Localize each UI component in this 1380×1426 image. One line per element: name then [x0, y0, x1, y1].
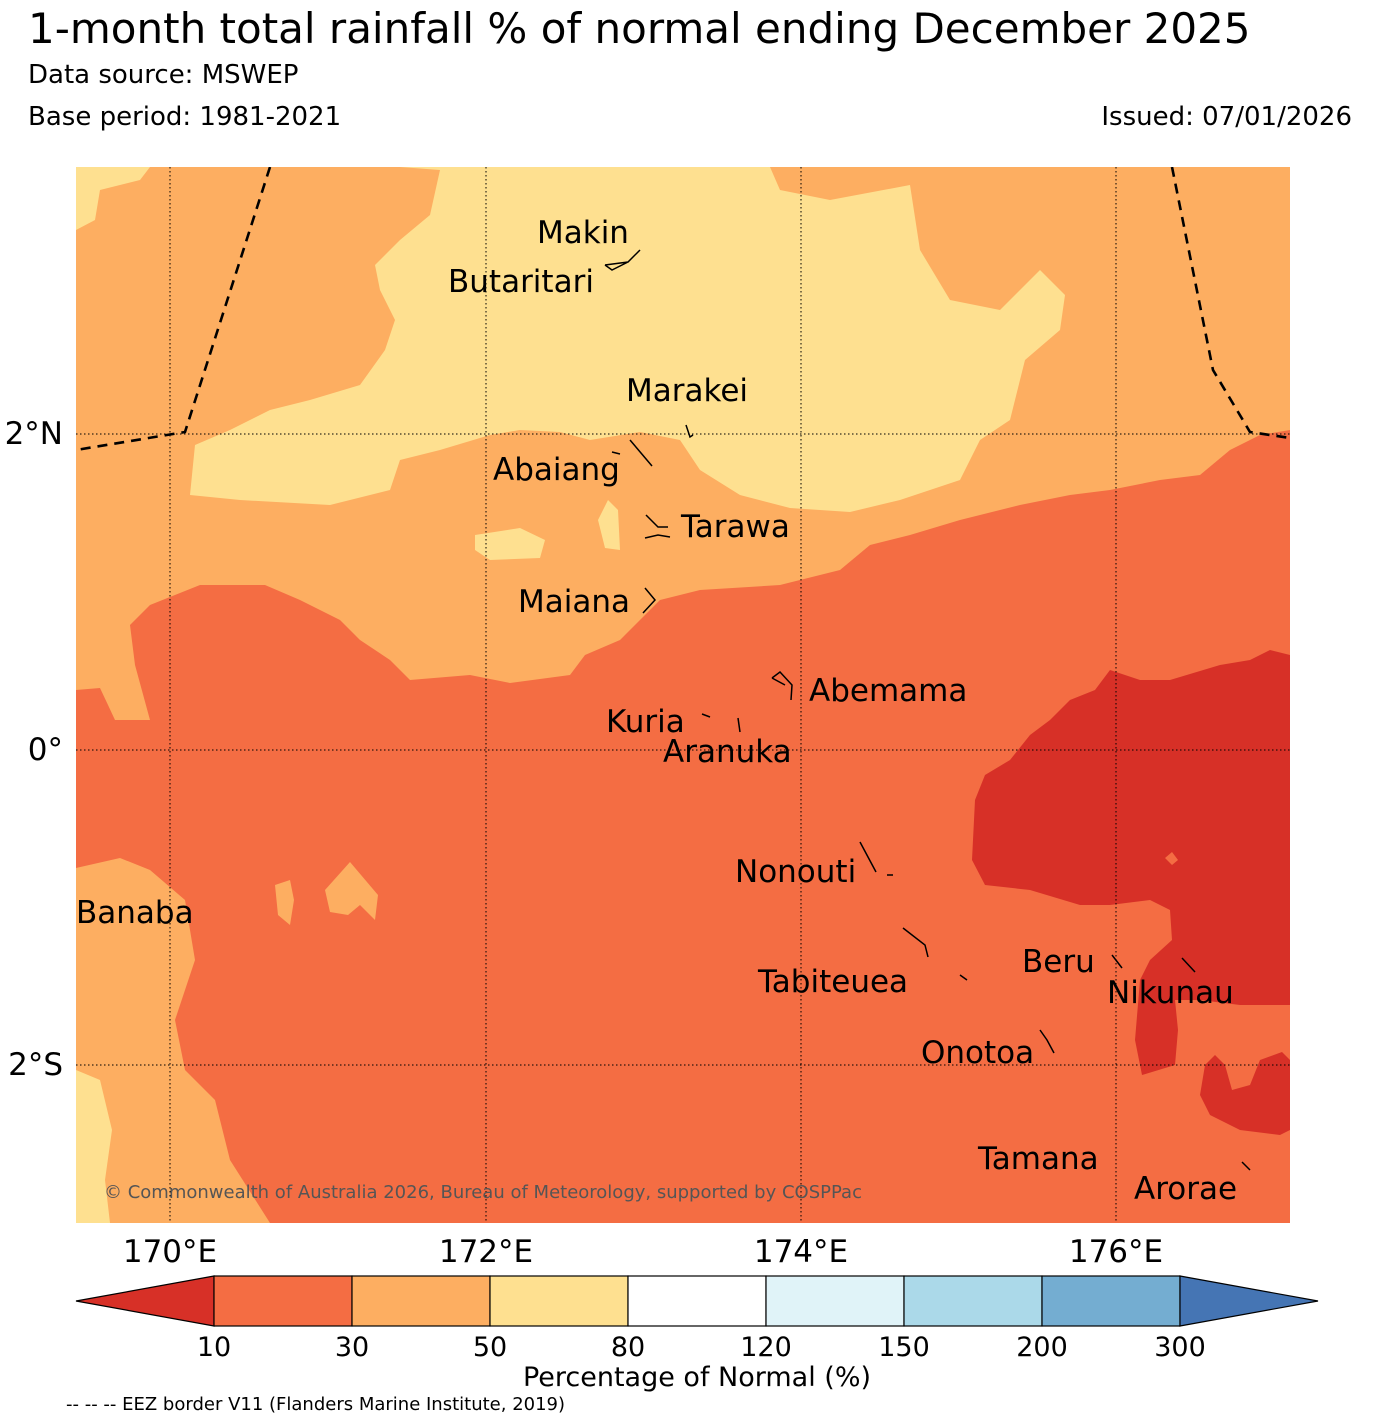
region-50-80-islet-2: [598, 500, 620, 550]
region-50-80-nw: [76, 167, 150, 230]
island-label-tamana: Tamana: [977, 1141, 1099, 1177]
colorbar-tick-10: 10: [197, 1332, 231, 1363]
rainfall-field: © Commonwealth of Australia 2026, Bureau…: [76, 167, 1290, 1223]
region-10-30: [76, 430, 1290, 1223]
region-10-30-pocket: [1165, 852, 1178, 865]
colorbar-bin-200-300: [1041, 1275, 1181, 1327]
eez-border: [76, 167, 1290, 452]
island-label-banaba: Banaba: [76, 895, 194, 931]
island-label-marakei: Marakei: [626, 373, 748, 409]
colorbar-tick-150: 150: [878, 1332, 930, 1363]
eez-border-note: -- -- -- EEZ border V11 (Flanders Marine…: [66, 1394, 566, 1415]
data-source: Data source: MSWEP: [28, 60, 299, 90]
island-label-abaiang: Abaiang: [493, 452, 620, 488]
island-outlines: [604, 249, 1251, 1171]
longitude-ticks: 170°E 172°E 174°E 176°E: [123, 1234, 1163, 1270]
colorbar-bin-80-120: [627, 1275, 767, 1327]
colorbar-bin-50-80: [489, 1275, 629, 1327]
y-tick-2s: 2°S: [8, 1047, 63, 1083]
colorbar-tick-80: 80: [611, 1332, 645, 1363]
colorbar-bin-120-150: [765, 1275, 905, 1327]
y-tick-2n: 2°N: [5, 416, 63, 452]
colorbar-tick-200: 200: [1016, 1332, 1068, 1363]
y-tick-0: 0°: [28, 732, 63, 768]
region-30-50-islet-b: [325, 862, 378, 920]
colorbar-tick-120: 120: [740, 1332, 792, 1363]
region-below-10-south: [1200, 1052, 1290, 1135]
island-label-nonouti: Nonouti: [735, 854, 856, 890]
issued-date: Issued: 07/01/2026: [1101, 102, 1352, 132]
region-50-80-sw: [76, 1070, 112, 1223]
colorbar: 10 30 50 80 120 150 200 300 Percentage o…: [75, 1275, 1319, 1393]
base-period: Base period: 1981-2021: [28, 102, 342, 132]
island-label-arorae: Arorae: [1134, 1171, 1237, 1207]
island-label-butaritari: Butaritari: [448, 264, 594, 300]
island-label-tabiteuea: Tabiteuea: [757, 964, 908, 1000]
island-label-aranuka: Aranuka: [663, 734, 792, 770]
colorbar-label: Percentage of Normal (%): [523, 1362, 871, 1393]
colorbar-tick-30: 30: [335, 1332, 369, 1363]
colorbar-bin-10-30: [213, 1275, 353, 1327]
colorbar-bin-30-50: [351, 1275, 491, 1327]
island-label-beru: Beru: [1022, 944, 1095, 980]
island-label-kuria: Kuria: [606, 704, 685, 740]
region-below-10: [972, 650, 1290, 1075]
island-label-tarawa: Tarawa: [680, 509, 790, 545]
region-30-50-pocket: [340, 248, 365, 288]
colorbar-tick-50: 50: [473, 1332, 507, 1363]
latitude-ticks: 2°N 0° 2°S: [5, 416, 63, 1083]
x-tick-176e: 176°E: [1069, 1234, 1163, 1270]
copyright-note: © Commonwealth of Australia 2026, Bureau…: [104, 1182, 862, 1203]
island-label-maiana: Maiana: [518, 584, 630, 620]
colorbar-bin-150-200: [903, 1275, 1043, 1327]
colorbar-extend-low: [75, 1275, 215, 1327]
x-tick-170e: 170°E: [123, 1234, 217, 1270]
island-labels: Makin Butaritari Marakei Abaiang Tarawa …: [76, 215, 1237, 1207]
map-title: 1-month total rainfall % of normal endin…: [28, 4, 1251, 53]
island-label-abemama: Abemama: [809, 673, 967, 709]
colorbar-extend-high: [1179, 1275, 1319, 1327]
colorbar-tick-300: 300: [1154, 1332, 1206, 1363]
region-50-80-islet: [475, 528, 545, 560]
region-50-80-north: [190, 167, 1065, 512]
x-tick-172e: 172°E: [439, 1234, 533, 1270]
island-label-onotoa: Onotoa: [921, 1035, 1034, 1071]
island-label-nikunau: Nikunau: [1107, 975, 1234, 1011]
island-label-makin: Makin: [537, 215, 629, 251]
graticule: [76, 167, 1290, 1223]
x-tick-174e: 174°E: [754, 1234, 848, 1270]
region-30-50-islet-a: [275, 880, 294, 925]
